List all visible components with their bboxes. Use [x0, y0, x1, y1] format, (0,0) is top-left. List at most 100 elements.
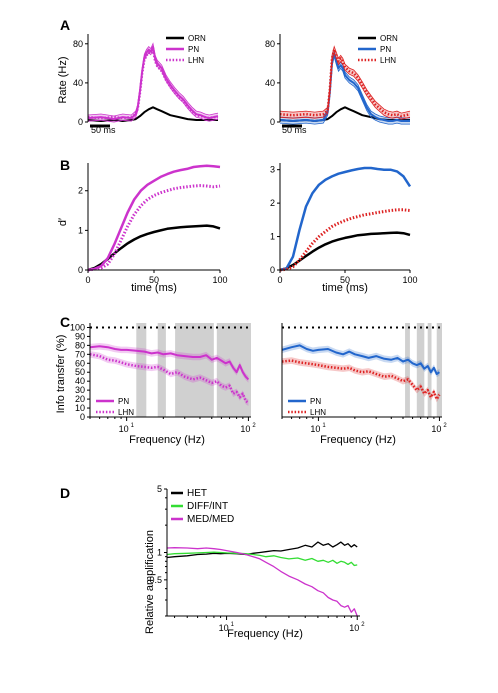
a-left-legend-label: LHN — [188, 56, 204, 65]
c-left-pn-solid-line — [89, 345, 250, 381]
a-right-legend-label: ORN — [380, 34, 398, 43]
b-right-xtick-label: 0 — [277, 275, 282, 285]
b-left-pn-solid-line — [87, 164, 221, 272]
b-right-xtick-label: 100 — [402, 275, 417, 285]
c-right-shaded-region — [405, 323, 410, 417]
d-xlabel: Frequency (Hz) — [227, 628, 303, 640]
a-left-pn-solid-band-edge — [87, 48, 219, 123]
c-left-xtick-exponent: 2 — [252, 423, 256, 429]
c-left-ytick-label: 20 — [75, 394, 85, 404]
d-xtick-exponent: 1 — [231, 622, 235, 628]
panel-letter-a: A — [60, 17, 70, 33]
a-right-lhn-dotted-band — [280, 46, 410, 120]
a-right-pn-solid-band-edge — [279, 56, 410, 125]
c-left-xtick-label: 10 — [240, 424, 250, 434]
c-right-xtick-exponent: 2 — [443, 423, 447, 429]
a-left-orn-solid-line — [87, 106, 218, 122]
b-right-ytick-label: 0 — [270, 265, 275, 275]
d-ytick-label: 0.5 — [149, 575, 162, 585]
c-right-pn-solid-line — [281, 344, 440, 375]
b-left-xtick-label: 100 — [212, 275, 227, 285]
c-left-shaded-region — [157, 323, 166, 417]
a-left-ylabel: Rate (Hz) — [57, 56, 69, 103]
b-right-ytick-label: 3 — [270, 165, 275, 175]
c-left-legend-label: LHN — [118, 408, 134, 417]
b-right-ytick-label: 1 — [270, 232, 275, 242]
a-left-legend-label: ORN — [188, 34, 206, 43]
a-left-ytick-label: 40 — [73, 78, 83, 88]
c-left-pn-solid-band — [90, 343, 249, 383]
panel-letter-c: C — [60, 314, 70, 330]
panel-letter-d: D — [60, 485, 70, 501]
a-left-ytick-label: 80 — [73, 39, 83, 49]
b-left-ytick-label: 2 — [78, 186, 83, 196]
b-right-lhn-dotted-line — [279, 208, 411, 272]
d-xtick-exponent: 2 — [361, 622, 365, 628]
a-right-ytick-label: 0 — [270, 117, 275, 127]
d-legend-label: HET — [187, 488, 207, 499]
c-left-ytick-label: 50 — [75, 367, 85, 377]
c-left-ytick-label: 0 — [80, 412, 85, 422]
d-medmed-solid-line — [166, 547, 358, 617]
c-left-ytick-label: 10 — [75, 403, 85, 413]
c-right-xtick-label: 10 — [310, 424, 320, 434]
c-right-lhn-dotted-line — [281, 359, 441, 401]
c-right-xlabel: Frequency (Hz) — [320, 434, 396, 446]
d-legend-label: DIFF/INT — [187, 501, 228, 512]
c-ylabel: Info transfer (%) — [55, 335, 67, 414]
c-right-xtick-exponent: 1 — [322, 423, 326, 429]
c-right-shaded-region — [416, 323, 425, 417]
c-left-ytick-label: 100 — [70, 322, 85, 332]
a-right-scalebar-label: 50 ms — [282, 125, 307, 135]
b-ylabel: d′ — [57, 218, 69, 226]
c-right-legend-label: PN — [310, 397, 321, 406]
c-left-legend-label: PN — [118, 397, 129, 406]
a-left-pn-solid-band-edge — [87, 42, 219, 117]
c-left-ytick-label: 70 — [75, 349, 85, 359]
c-right-xtick-label: 10 — [431, 424, 441, 434]
c-left-shaded-region — [175, 323, 214, 417]
a-right-legend-label: PN — [380, 45, 391, 54]
c-left-xlabel: Frequency (Hz) — [129, 434, 205, 446]
c-left-ytick-label: 60 — [75, 358, 85, 368]
a-right-lhn-dotted-band-edge — [279, 45, 411, 114]
b-right-orn-solid-line — [279, 231, 411, 272]
c-right-shaded-region — [436, 323, 442, 417]
a-right-lhn-dotted-line — [279, 48, 411, 118]
c-left-ytick-label: 40 — [75, 376, 85, 386]
b-right-pn-solid-line — [279, 166, 412, 272]
b-right-xtick-label: 50 — [340, 275, 350, 285]
c-left-xtick-exponent: 1 — [131, 423, 135, 429]
a-left-legend-label: PN — [188, 45, 199, 54]
a-left-scalebar-label: 50 ms — [91, 125, 116, 135]
b-right-xlabel: time (ms) — [322, 282, 368, 294]
c-left-xtick-label: 10 — [119, 424, 129, 434]
d-het-solid-line — [166, 541, 358, 559]
d-ylabel: Relative amplification — [144, 530, 156, 634]
c-left-ytick-label: 90 — [75, 331, 85, 341]
b-left-ytick-label: 0 — [78, 265, 83, 275]
c-left-shaded-region — [136, 323, 147, 417]
b-left-ytick-label: 1 — [78, 225, 83, 235]
b-left-xtick-label: 0 — [85, 275, 90, 285]
c-left-lhn-dotted-band — [90, 351, 249, 406]
a-left-pn-solid-line — [87, 45, 219, 121]
c-right-lhn-dotted-band — [282, 357, 440, 403]
d-xtick-label: 10 — [219, 623, 229, 633]
c-right-legend-label: LHN — [310, 408, 326, 417]
a-right-legend-label: LHN — [380, 56, 396, 65]
d-legend-label: MED/MED — [187, 514, 234, 525]
a-left-ytick-label: 0 — [78, 117, 83, 127]
d-ytick-label: 1 — [157, 548, 162, 558]
c-right-pn-solid-band — [282, 342, 440, 378]
a-right-ytick-label: 40 — [265, 78, 275, 88]
a-right-lhn-dotted-band-edge — [279, 51, 411, 120]
b-right-ytick-label: 2 — [270, 198, 275, 208]
a-right-ytick-label: 80 — [265, 39, 275, 49]
panel-letter-b: B — [60, 157, 70, 173]
d-xtick-label: 10 — [349, 623, 359, 633]
d-ytick-label: 5 — [157, 484, 162, 494]
c-left-ytick-label: 80 — [75, 340, 85, 350]
c-left-ytick-label: 30 — [75, 385, 85, 395]
